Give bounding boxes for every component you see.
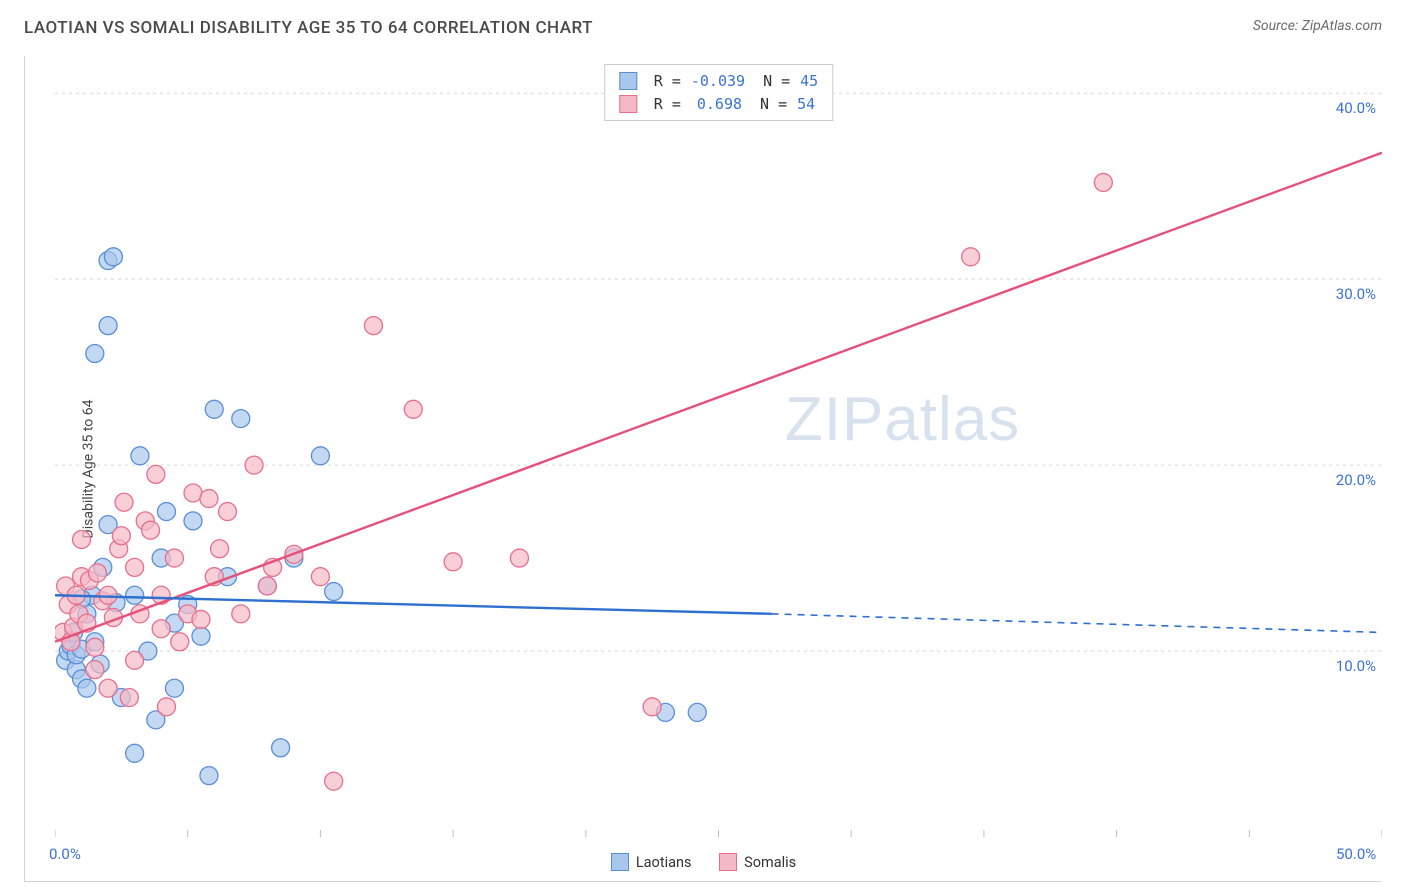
point-somalis [311,568,329,586]
point-laotians [157,503,175,521]
point-laotians [205,400,223,418]
y-tick-label: 20.0% [1336,471,1376,489]
point-somalis [258,577,276,595]
legend-label: Somalis [744,854,796,871]
y-tick-label: 10.0% [1336,657,1376,675]
trendline-laotians-extrap [772,614,1382,633]
r-value-laotians: -0.039 [691,70,745,93]
legend-label: Laotians [636,854,692,871]
point-somalis [211,540,229,558]
point-laotians [232,410,250,428]
chart-container: Disability Age 35 to 64 ZIPatlas R = -0.… [24,56,1382,882]
point-laotians [126,744,144,762]
point-somalis [200,490,218,508]
point-somalis [171,633,189,651]
point-somalis [99,679,117,697]
n-label: N = [763,70,790,93]
plot-area: ZIPatlas R = -0.039 N = 45 R = 0.698 N =… [55,56,1382,837]
point-somalis [192,610,210,628]
r-value-somalis: 0.698 [697,93,742,116]
swatch-laotians [619,72,637,90]
r-label: R = [654,93,681,116]
legend-item-laotians: Laotians [611,853,692,871]
point-laotians [86,345,104,363]
point-somalis [86,638,104,656]
point-somalis [325,772,343,790]
point-somalis [120,689,138,707]
point-somalis [142,521,160,539]
point-somalis [115,493,133,511]
corr-row-somalis: R = 0.698 N = 54 [619,93,818,116]
point-laotians [272,739,290,757]
point-somalis [232,605,250,623]
point-somalis [510,549,528,567]
correlation-legend: R = -0.039 N = 45 R = 0.698 N = 54 [604,64,833,121]
point-somalis [404,400,422,418]
point-somalis [165,549,183,567]
point-laotians [131,447,149,465]
point-laotians [184,512,202,530]
n-value-laotians: 45 [800,70,818,93]
point-somalis [126,651,144,669]
source-attribution: Source: ZipAtlas.com [1253,18,1382,34]
point-laotians [126,586,144,604]
point-somalis [86,661,104,679]
point-somalis [99,586,117,604]
n-value-somalis: 54 [797,93,815,116]
point-somalis [643,698,661,716]
point-laotians [200,767,218,785]
point-somalis [962,248,980,266]
point-somalis [364,317,382,335]
y-tick-label: 40.0% [1336,99,1376,117]
swatch-somalis [619,95,637,113]
point-laotians [192,627,210,645]
point-somalis [147,465,165,483]
r-label: R = [654,70,681,93]
point-laotians [99,317,117,335]
plot-svg [55,56,1382,837]
point-laotians [311,447,329,465]
point-somalis [112,527,130,545]
point-somalis [1094,173,1112,191]
trendline-somalis [55,153,1382,642]
point-somalis [126,558,144,576]
point-somalis [219,503,237,521]
point-somalis [184,484,202,502]
point-laotians [104,248,122,266]
point-laotians [688,703,706,721]
point-somalis [245,456,263,474]
series-legend: Laotians Somalis [25,853,1382,875]
point-somalis [88,564,106,582]
swatch-somalis [719,853,737,871]
point-laotians [165,679,183,697]
point-laotians [78,679,96,697]
point-somalis [152,620,170,638]
corr-row-laotians: R = -0.039 N = 45 [619,70,818,93]
point-somalis [444,553,462,571]
y-tick-label: 30.0% [1336,285,1376,303]
point-somalis [73,530,91,548]
point-somalis [157,698,175,716]
point-laotians [325,583,343,601]
chart-title: LAOTIAN VS SOMALI DISABILITY AGE 35 TO 6… [24,18,593,38]
legend-item-somalis: Somalis [719,853,796,871]
swatch-laotians [611,853,629,871]
n-label: N = [760,93,787,116]
